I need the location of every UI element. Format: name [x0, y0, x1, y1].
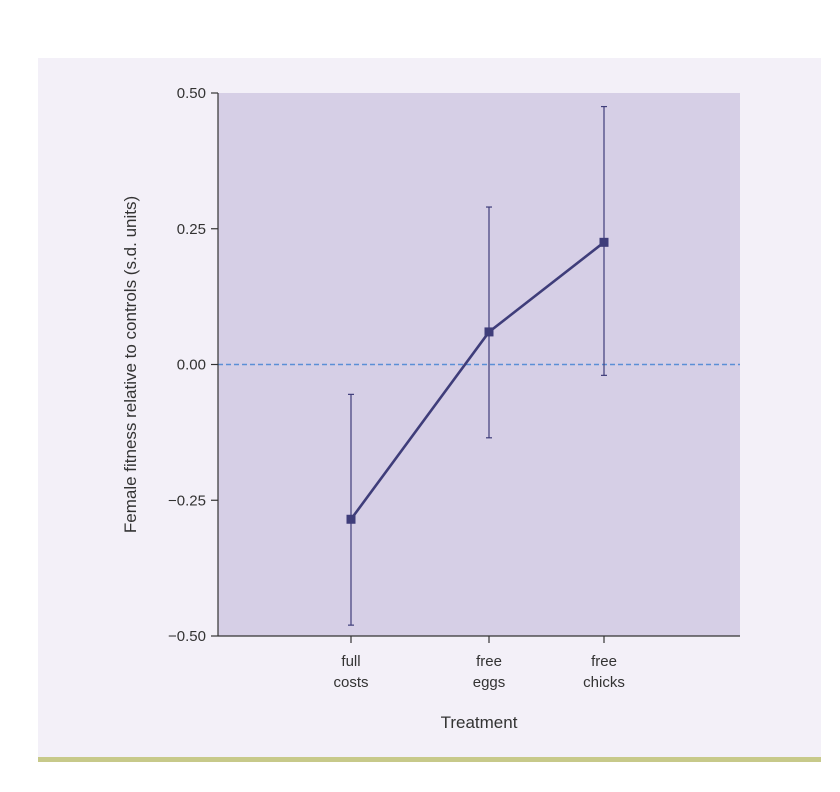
x-ticks: full costs free eggs free chicks: [333, 636, 625, 691]
x-tick-label: eggs: [473, 674, 506, 691]
bottom-rule: [38, 757, 821, 762]
data-point: [599, 237, 609, 247]
x-tick-label: costs: [333, 674, 368, 691]
y-ticks: 0.50 0.25 0.00 −0.25 −0.50: [168, 85, 218, 645]
x-tick-label: free: [591, 653, 617, 670]
series: [346, 105, 609, 626]
y-tick-label: −0.50: [168, 628, 206, 645]
x-axis-label: Treatment: [441, 713, 518, 732]
data-point: [346, 514, 356, 524]
y-axis-label: Female fitness relative to controls (s.d…: [121, 196, 140, 533]
y-tick-label: 0.50: [177, 85, 206, 102]
x-tick-label: free: [476, 653, 502, 670]
y-tick-label: 0.25: [177, 221, 206, 238]
x-tick-label: full: [341, 653, 360, 670]
data-point: [484, 327, 494, 337]
y-tick-label: 0.00: [177, 357, 206, 374]
y-tick-label: −0.25: [168, 492, 206, 509]
x-tick-label: chicks: [583, 674, 625, 691]
